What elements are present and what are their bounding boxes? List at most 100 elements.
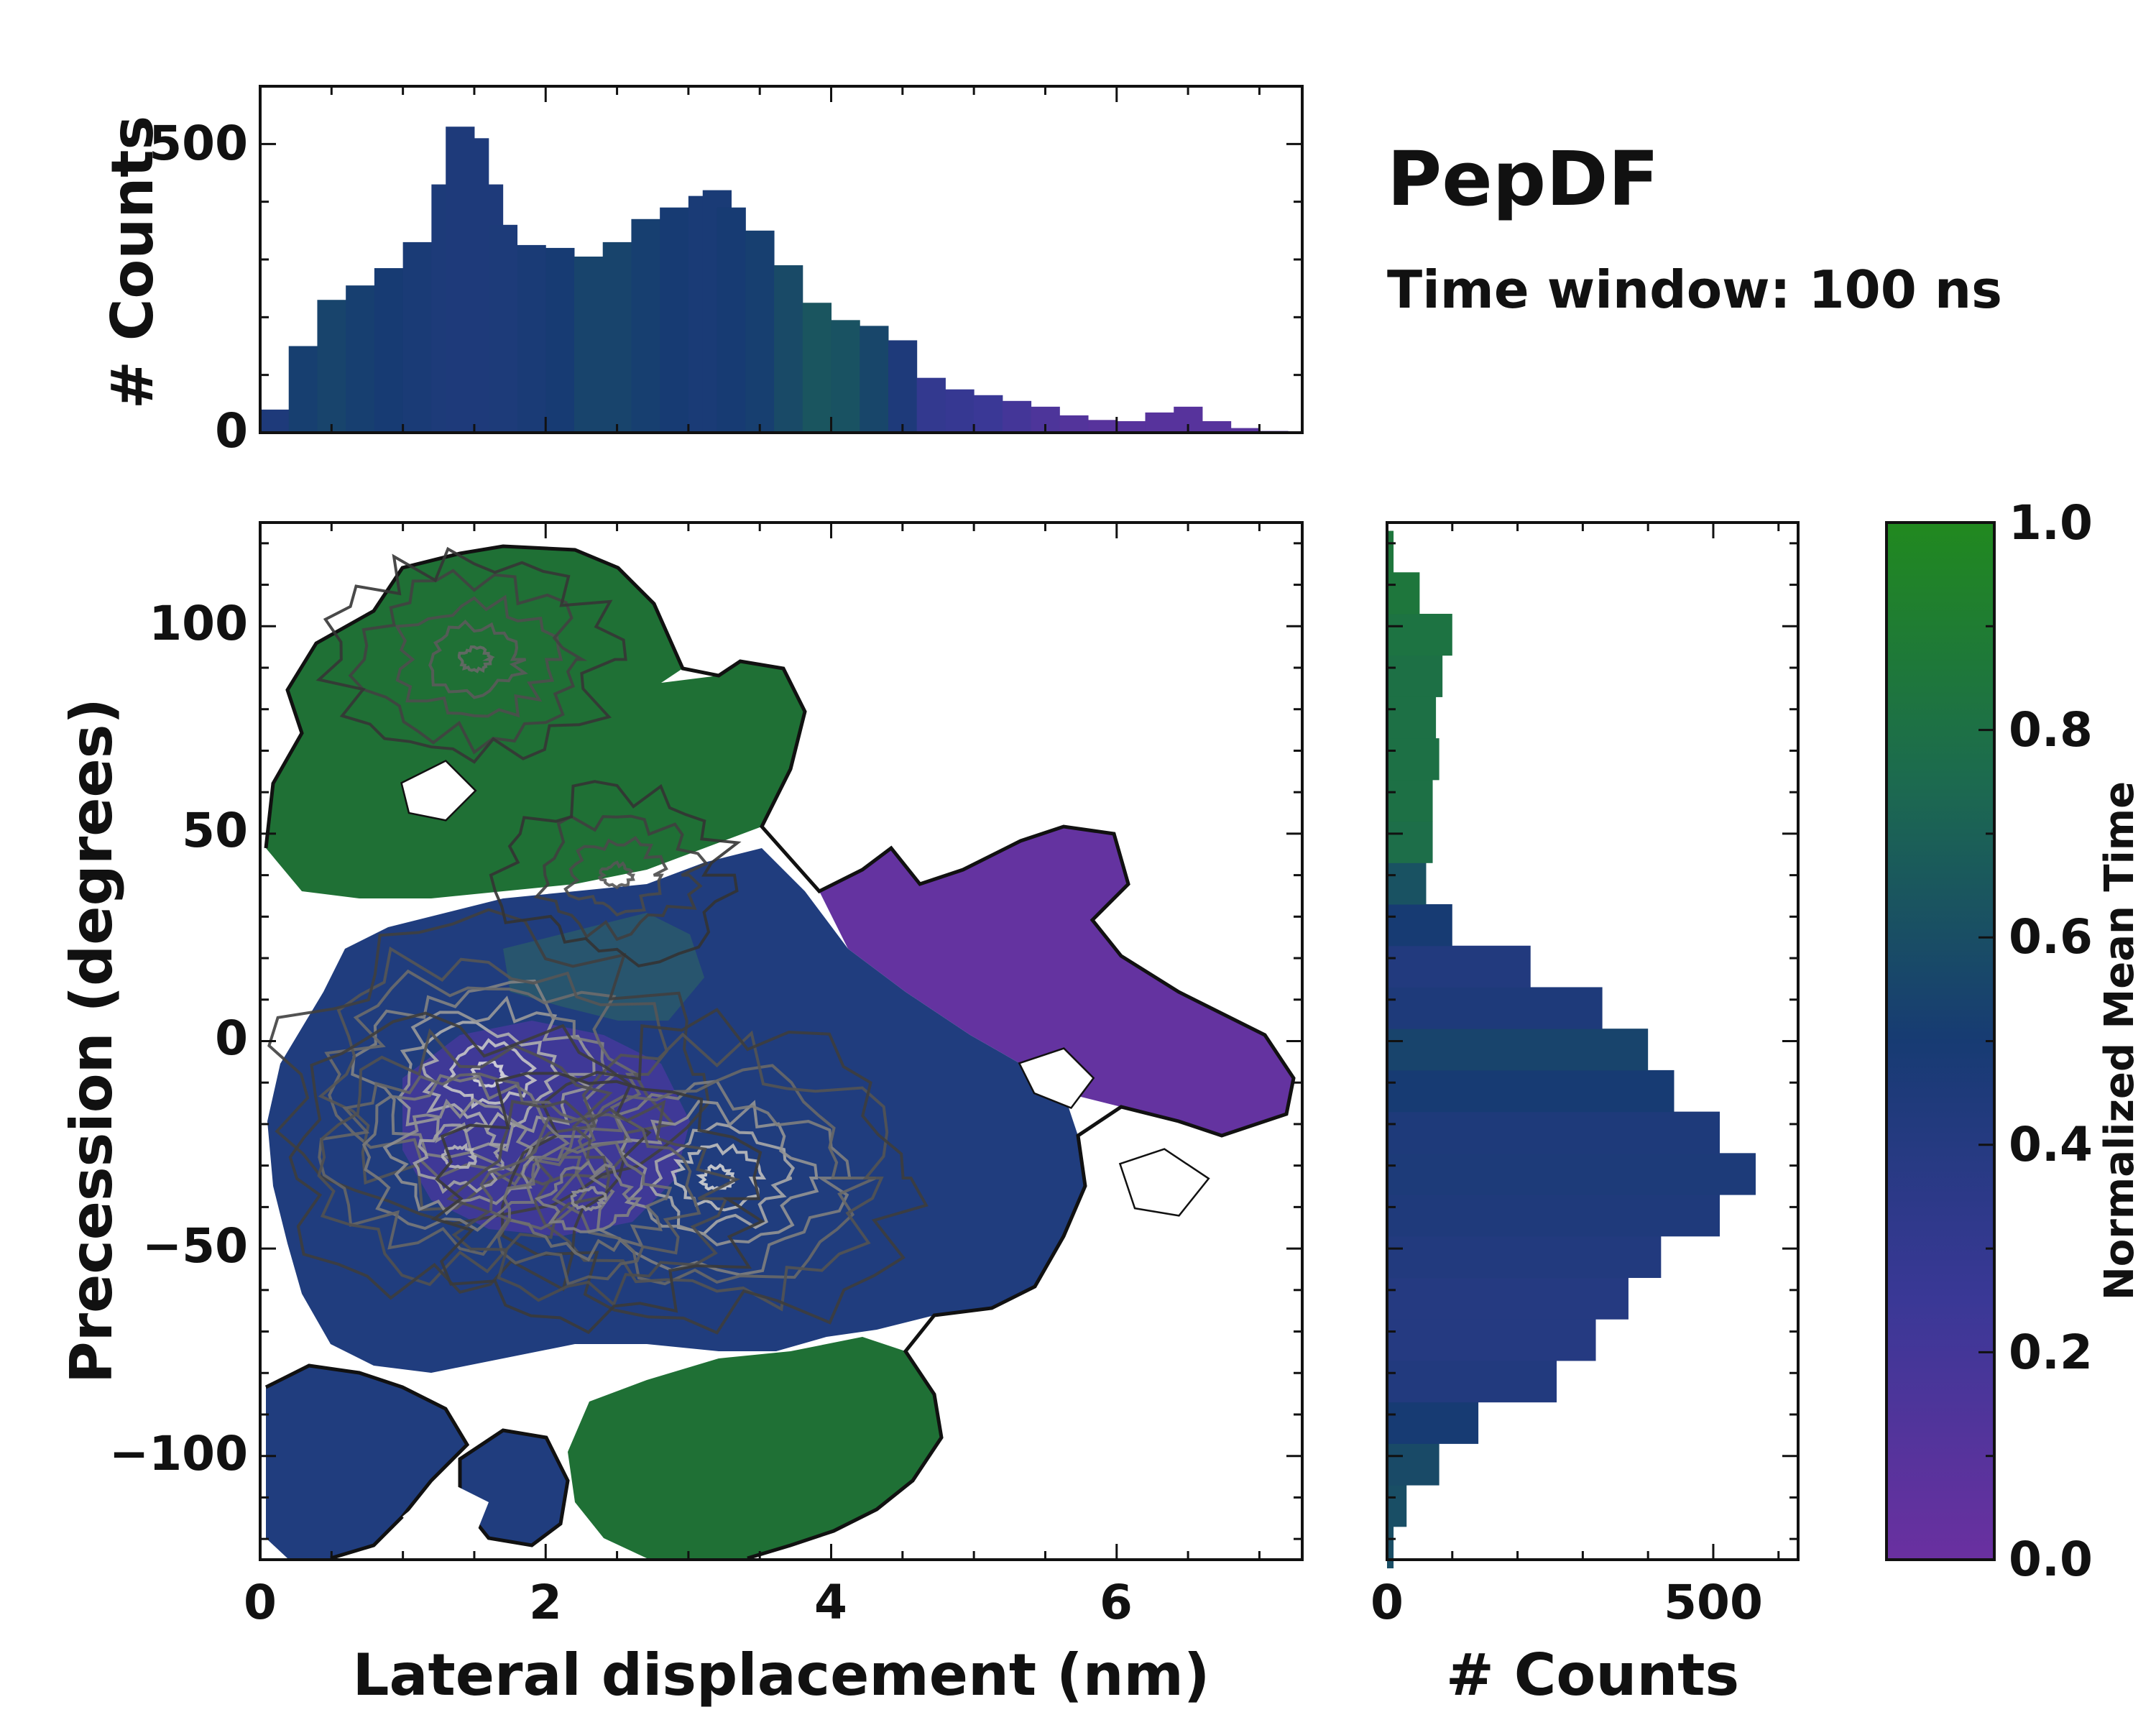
right-histogram-bar	[1387, 738, 1439, 781]
colorbar-ticks	[1978, 521, 1994, 1561]
main-ytick-minus100: −100	[109, 1426, 248, 1481]
right-histogram-bar	[1387, 1236, 1662, 1279]
right-histogram-bar	[1387, 1153, 1756, 1195]
right-histogram-bar	[1387, 572, 1420, 615]
top-histogram-ticks	[259, 85, 1302, 434]
density-contour-line	[501, 1008, 929, 1335]
main-ytick-minus50: −50	[142, 1218, 248, 1274]
colorbar-tick-0.2: 0.2	[2009, 1325, 2093, 1380]
main-xtick-0: 0	[244, 1575, 277, 1630]
right-xtick-0: 0	[1370, 1575, 1404, 1630]
colorbar-tick-0.0: 0.0	[2009, 1532, 2093, 1587]
top-histogram-bar	[631, 218, 660, 433]
right-histogram-bar	[1387, 1070, 1674, 1113]
density-contour-line	[318, 946, 676, 1211]
top-histogram-bar	[916, 377, 946, 433]
top-histogram-bar	[1116, 420, 1146, 433]
top-ytick-500: 500	[149, 116, 248, 171]
density-contour-line	[696, 1163, 736, 1192]
right-histogram-bar	[1387, 779, 1433, 822]
right-histogram-bar	[1387, 1485, 1407, 1527]
density-contour-line	[318, 1072, 596, 1256]
density-contour-line	[597, 860, 635, 890]
right-histogram-bar	[1387, 904, 1452, 947]
right-histogram-bar	[1387, 1319, 1596, 1361]
top-histogram-bar	[745, 230, 775, 433]
right-histogram-bar	[1387, 1029, 1649, 1071]
top-histogram-bar	[1002, 400, 1032, 433]
right-histogram: 0 500 # Counts	[1370, 521, 1800, 1708]
colorbar-gradient	[1886, 523, 1994, 1560]
right-histogram-bar	[1387, 530, 1394, 573]
figure-title: PepDF	[1387, 135, 1659, 223]
main-ylabel: Precession (degrees)	[58, 698, 125, 1384]
top-histogram-bar	[945, 389, 975, 433]
cluster-lower-middle-green	[568, 1337, 941, 1558]
right-histogram-bars	[1387, 530, 1756, 1569]
empty-regions	[402, 762, 1207, 1545]
top-histogram-bar	[1230, 428, 1260, 433]
density-contour-line	[534, 1160, 642, 1233]
colorbar-tick-1.0: 1.0	[2009, 495, 2093, 551]
right-histogram-bar	[1387, 1195, 1720, 1237]
top-histogram-bar	[774, 265, 803, 433]
top-histogram-bar	[1059, 415, 1089, 433]
density-contour-line	[589, 1080, 852, 1276]
top-histogram-bar	[288, 346, 318, 433]
cluster-center-green-streak	[503, 913, 704, 1021]
top-histogram-bar	[860, 326, 889, 433]
density-contour-line	[317, 1028, 613, 1287]
top-histogram-bar	[974, 395, 1003, 433]
main-ytick-100: 100	[149, 596, 248, 651]
colorbar-tick-0.4: 0.4	[2009, 1117, 2093, 1172]
density-contour-line	[441, 1143, 477, 1169]
right-histogram-bar	[1387, 945, 1531, 988]
top-histogram-bar	[1202, 420, 1232, 433]
top-histogram-bar	[802, 303, 832, 433]
cluster-lower-left-blue	[266, 1366, 467, 1558]
top-histogram-bar	[1088, 420, 1118, 433]
top-histogram-bar	[888, 340, 918, 433]
density-contour-line	[446, 1099, 740, 1307]
right-histogram-bar	[1387, 655, 1443, 697]
right-histogram-bar	[1387, 613, 1452, 656]
main-xtick-4: 4	[814, 1575, 847, 1630]
heatmap-ticks	[259, 523, 1302, 1560]
top-histogram-bar	[374, 268, 404, 433]
density-contour-line	[443, 1038, 538, 1110]
density-contour-line	[502, 1141, 673, 1262]
top-histogram-bar	[260, 409, 290, 433]
top-histogram-ylabel: # Counts	[99, 116, 166, 409]
right-histogram-bar	[1387, 1402, 1479, 1444]
main-ytick-0: 0	[215, 1011, 248, 1066]
right-histogram-bar	[1387, 1526, 1394, 1569]
top-histogram-bar	[573, 256, 604, 433]
top-histogram-bar	[545, 247, 575, 433]
density-contour-line	[570, 1186, 607, 1212]
top-histogram-bar	[488, 224, 518, 433]
colorbar: 0.0 0.2 0.4 0.6 0.8 1.0 Normalized Mean …	[1885, 495, 2143, 1587]
right-histogram-bar	[1387, 987, 1603, 1029]
cluster-lower-blue-lobe	[460, 1430, 568, 1545]
density-contour-line	[348, 569, 588, 755]
top-histogram-bar	[660, 207, 689, 433]
top-histogram-bar	[831, 320, 860, 433]
colorbar-label: Normalized Mean Time	[2096, 781, 2143, 1300]
density-contour-line	[394, 594, 563, 718]
top-histogram-bar	[517, 244, 546, 433]
main-ytick-50: 50	[182, 803, 248, 858]
density-contour-line	[351, 979, 619, 1172]
density-contour-line	[489, 780, 742, 968]
right-histogram-bar	[1387, 862, 1427, 905]
density-contour-line	[457, 645, 495, 673]
right-histogram-bar	[1387, 696, 1437, 739]
right-xtick-500: 500	[1664, 1575, 1763, 1630]
right-histogram-ticks	[1386, 523, 1798, 1560]
right-histogram-xlabel: # Counts	[1446, 1642, 1739, 1708]
density-contour-line	[428, 619, 528, 699]
top-histogram-bar	[717, 207, 746, 433]
top-histogram-bar	[346, 285, 375, 433]
cluster-right-purple	[819, 827, 1294, 1136]
top-histogram-bar	[402, 242, 432, 433]
